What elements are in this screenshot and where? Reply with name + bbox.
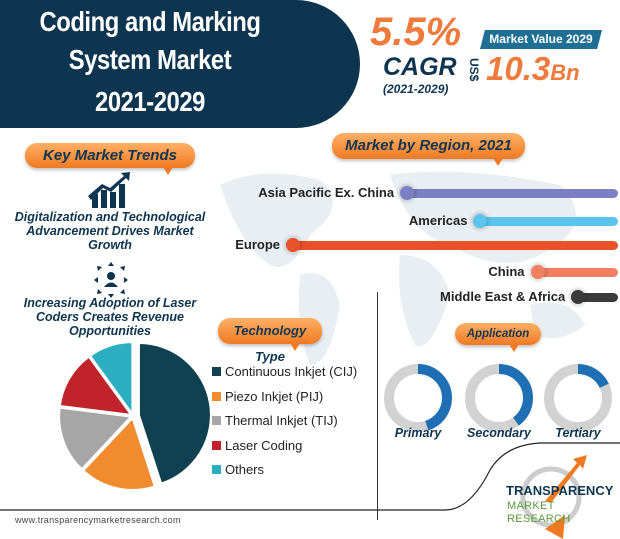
region-bar (536, 268, 618, 277)
legend-label: Continuous Inkjet (CIJ) (225, 364, 358, 379)
region-label: Americas (408, 213, 468, 228)
donut-value-arc (544, 364, 612, 432)
region-chart-title: Market by Region, 2021 (332, 133, 525, 166)
divider (377, 292, 378, 520)
region-label: China (488, 264, 525, 279)
region-label: Europe (235, 237, 280, 252)
region-marker (400, 186, 415, 200)
logo-graphic (520, 455, 587, 539)
market-value-number: 10.3 (486, 50, 551, 87)
growth-chart-icon (88, 172, 130, 208)
pie-slice (58, 355, 134, 417)
pie-slice (88, 341, 134, 418)
pie-slice (58, 406, 134, 471)
region-bar (292, 241, 618, 250)
pie-slice (81, 416, 157, 491)
region-marker (473, 214, 488, 228)
legend-item: Thermal Inkjet (TIJ) (212, 413, 338, 429)
page-title-line2: System Market (68, 44, 232, 75)
logo-text-line1: TRANSPARENCY (506, 483, 614, 498)
legend-label: Laser Coding (225, 437, 303, 453)
legend-swatch (212, 465, 221, 474)
region-bar (577, 293, 618, 302)
legend-label: Thermal Inkjet (TIJ) (225, 413, 338, 428)
donut-value-arc (384, 364, 452, 432)
region-marker (571, 290, 586, 304)
pie-slice (137, 342, 212, 485)
currency-label: US$ (467, 58, 481, 82)
region-marker (530, 265, 545, 279)
region-label: Asia Pacific Ex. China (258, 185, 395, 200)
application-donut (384, 364, 452, 432)
region-marker (286, 238, 300, 252)
legend-swatch (212, 367, 221, 376)
region-bar (479, 217, 618, 226)
market-value: 10.3Bn (486, 52, 580, 90)
market-value-unit: Bn (550, 60, 580, 85)
legend-label: Piezo Inkjet (PIJ) (225, 388, 324, 404)
logo-text-line2: MARKET RESEARCH (507, 500, 571, 525)
legend-item: Piezo Inkjet (PIJ) (212, 389, 323, 405)
donut-value-arc (465, 364, 533, 432)
legend-item: Continuous Inkjet (CIJ) (212, 364, 357, 380)
trend-item: Digitalization and Technological Advance… (14, 210, 206, 252)
application-donut (465, 364, 533, 432)
cagr-value: 5.5% (370, 10, 462, 54)
application-chart-title: Application (455, 323, 541, 352)
page-title-line1: Coding and Marking (39, 6, 261, 37)
donut-label: Primary (394, 426, 442, 440)
technology-pie-chart (58, 341, 212, 491)
application-donut (544, 364, 612, 432)
market-value-label: Market Value 2029 (480, 30, 602, 49)
footer-url[interactable]: www.transparencymarketresearch.com (15, 515, 181, 525)
legend-swatch (212, 391, 221, 401)
header-banner (0, 0, 360, 128)
region-bar (406, 189, 618, 198)
legend-swatch (212, 440, 221, 450)
donut-label: Secondary (467, 426, 531, 440)
page-title-line3: 2021-2029 (95, 86, 205, 117)
region-label: Middle East & Africa (440, 289, 566, 304)
key-trends-heading: Key Market Trends (25, 143, 195, 175)
trend-item: Increasing Adoption of Laser Coders Crea… (23, 296, 197, 338)
cagr-label: CAGR (383, 53, 457, 81)
technology-chart-title: Technology Type (218, 318, 322, 364)
donut-label: Tertiary (555, 426, 601, 440)
cagr-period: (2021-2029) (383, 82, 449, 96)
footer-swoosh-line (0, 442, 620, 511)
legend-item: Others (212, 462, 264, 478)
legend-label: Others (225, 462, 265, 477)
legend-item: Laser Coding (212, 438, 302, 454)
network-people-icon (94, 262, 128, 298)
legend-swatch (212, 416, 221, 425)
